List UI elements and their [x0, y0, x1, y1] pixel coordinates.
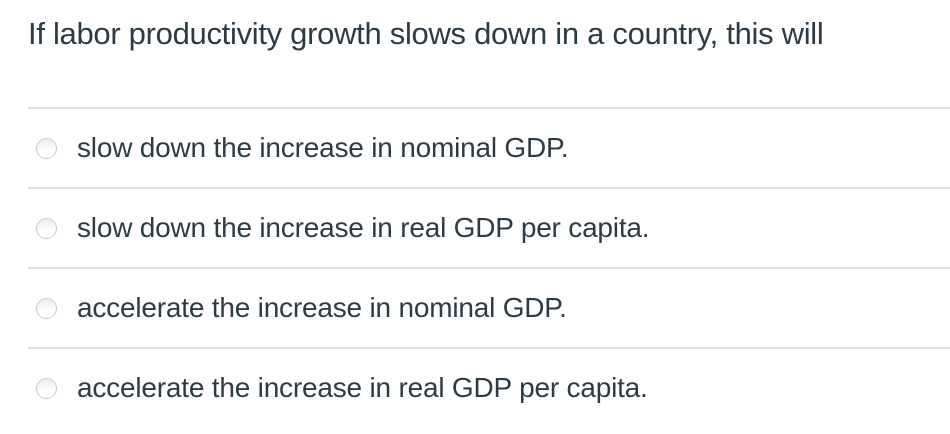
answer-option-label[interactable]: accelerate the increase in nominal GDP.: [77, 292, 567, 323]
answer-option-label[interactable]: slow down the increase in nominal GDP.: [77, 132, 569, 163]
answer-options-list: slow down the increase in nominal GDP. s…: [28, 107, 950, 427]
question-text: If labor productivity growth slows down …: [28, 16, 824, 51]
answer-option-1[interactable]: slow down the increase in nominal GDP.: [28, 107, 950, 187]
quiz-question-panel: If labor productivity growth slows down …: [28, 0, 950, 427]
answer-option-label[interactable]: slow down the increase in real GDP per c…: [77, 212, 650, 243]
radio-button-icon[interactable]: [36, 377, 57, 399]
answer-option-4[interactable]: accelerate the increase in real GDP per …: [28, 347, 950, 427]
answer-option-label[interactable]: accelerate the increase in real GDP per …: [77, 372, 648, 403]
radio-button-icon[interactable]: [36, 217, 57, 239]
answer-option-2[interactable]: slow down the increase in real GDP per c…: [28, 187, 950, 267]
radio-button-icon[interactable]: [36, 137, 57, 159]
answer-option-3[interactable]: accelerate the increase in nominal GDP.: [28, 267, 950, 347]
question-block: If labor productivity growth slows down …: [28, 0, 950, 107]
radio-button-icon[interactable]: [36, 297, 57, 319]
